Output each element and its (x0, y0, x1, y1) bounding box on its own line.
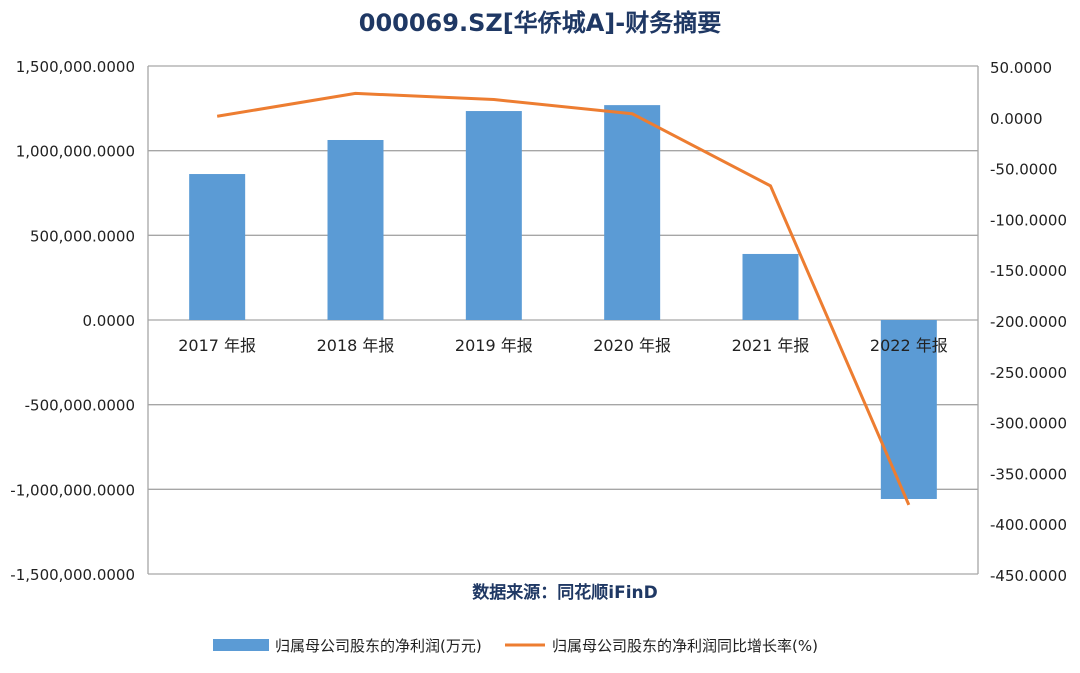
bar (743, 254, 799, 320)
x-tick-label: 2022 年报 (870, 336, 948, 355)
legend-line-label: 归属母公司股东的净利润同比增长率(%) (552, 637, 818, 655)
left-axis-tick-label: 500,000.0000 (30, 227, 135, 245)
left-axis-tick-label: -1,000,000.0000 (10, 481, 135, 499)
left-axis-tick-label: 0.0000 (83, 312, 136, 330)
bar-series (189, 105, 937, 499)
line-series (217, 93, 909, 505)
x-tick-label: 2019 年报 (455, 336, 533, 355)
right-axis-tick-label: -50.0000 (990, 161, 1057, 179)
bar (604, 105, 660, 320)
left-axis-tick-label: 1,000,000.0000 (16, 143, 135, 161)
left-axis-tick-label: -1,500,000.0000 (10, 566, 135, 584)
bar (328, 140, 384, 320)
gridlines (148, 66, 978, 574)
x-tick-label: 2017 年报 (178, 336, 256, 355)
right-axis-tick-label: -150.0000 (990, 262, 1067, 280)
x-tick-label: 2021 年报 (732, 336, 810, 355)
chart-title: 000069.SZ[华侨城A]-财务摘要 (359, 9, 721, 37)
right-axis-tick-label: -350.0000 (990, 465, 1067, 483)
bar (189, 174, 245, 320)
left-axis-tick-label: 1,500,000.0000 (16, 58, 135, 76)
right-axis-tick-label: 50.0000 (990, 59, 1052, 77)
growth-line (217, 93, 909, 504)
right-axis-tick-label: -300.0000 (990, 415, 1067, 433)
right-axis-tick-label: -450.0000 (990, 567, 1067, 585)
legend-bar-swatch (213, 639, 269, 651)
right-axis-tick-label: -200.0000 (990, 313, 1067, 331)
source-note: 数据来源：同花顺iFinD (472, 582, 657, 603)
left-axis-labels: 1,500,000.0000 1,000,000.0000 500,000.0000… (10, 58, 135, 584)
x-tick-label: 2018 年报 (317, 336, 395, 355)
right-axis-tick-label: -250.0000 (990, 364, 1067, 382)
right-axis-tick-label: -100.0000 (990, 211, 1067, 229)
right-axis-labels: 50.0000 0.0000 -50.0000 -100.0000 -150.0000 -… (990, 59, 1067, 585)
legend-bar-label: 归属母公司股东的净利润(万元) (275, 637, 482, 655)
legend: 归属母公司股东的净利润(万元) 归属母公司股东的净利润同比增长率(%) (213, 637, 818, 655)
right-axis-tick-label: -400.0000 (990, 516, 1067, 534)
x-tick-label: 2020 年报 (593, 336, 671, 355)
right-axis-tick-label: 0.0000 (990, 110, 1043, 128)
left-axis-tick-label: -500,000.0000 (25, 397, 135, 415)
x-axis-labels: 2017 年报 2018 年报 2019 年报 2020 年报 2021 年报 2022 … (178, 336, 947, 355)
bar (466, 111, 522, 320)
